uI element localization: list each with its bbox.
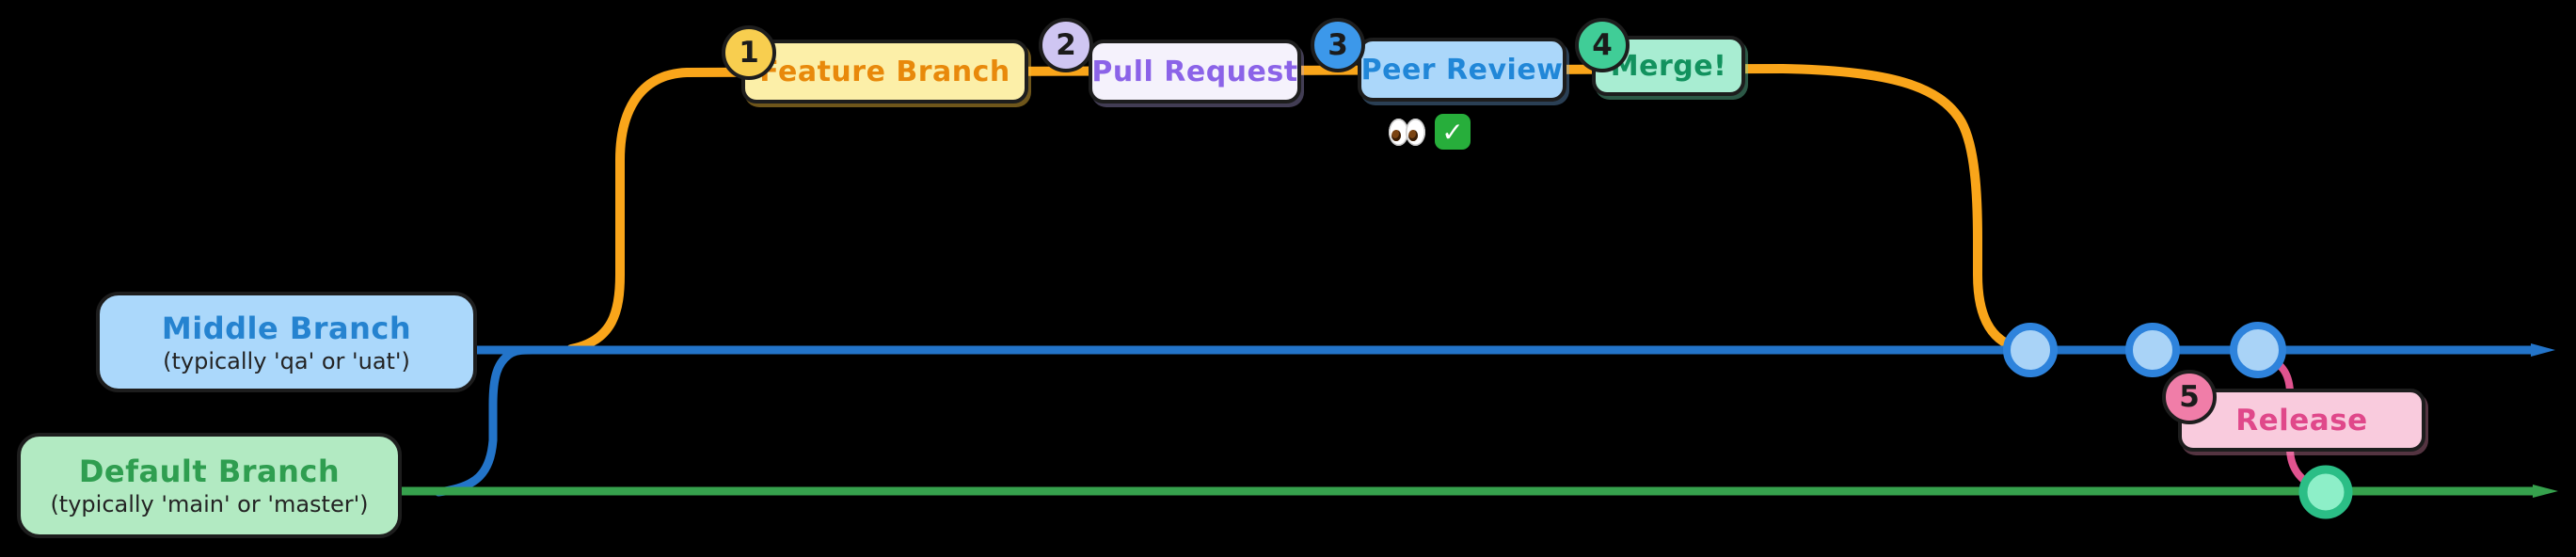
step-badge-4: 4 [1575,18,1630,72]
step-box-release: Release [2178,389,2425,452]
default-branch-line-tip [2533,485,2558,498]
release-commit-node [2298,465,2353,519]
pupil [1408,129,1418,141]
branch-title: Default Branch [78,454,341,489]
feature-branch-line [566,63,2027,354]
step-number: 1 [739,36,759,70]
step-badge-1: 1 [722,25,776,80]
step-label: Feature Branch [759,55,1010,88]
branch-title: Middle Branch [161,310,412,346]
step-label: Release [2235,403,2368,438]
check-glyph: ✓ [1441,116,1464,148]
step-box-peer-review: Peer Review [1358,38,1566,102]
middle-branch-label-box: Middle Branch (typically 'qa' or 'uat') [96,292,477,392]
step-box-merge: Merge! [1592,36,1745,96]
eye-left [1389,118,1408,146]
commit-node [2125,323,2180,377]
step-badge-2: 2 [1039,18,1093,72]
step-number: 3 [1328,28,1348,62]
step-label: Pull Request [1091,55,1298,88]
eyes-icon [1389,118,1425,146]
pupil [1391,129,1401,141]
step-box-feature-branch: Feature Branch [741,40,1028,103]
check-mark-icon: ✓ [1435,114,1471,150]
eye-right [1406,118,1425,146]
step-number: 4 [1592,28,1613,62]
step-box-pull-request: Pull Request [1089,40,1301,103]
branch-subtitle: (typically 'main' or 'master') [50,491,369,517]
step-label: Peer Review [1360,53,1564,87]
step-number: 5 [2179,380,2200,414]
step-badge-3: 3 [1311,18,1365,72]
branch-subtitle: (typically 'qa' or 'uat') [163,347,410,374]
peer-review-icons: ✓ [1389,111,1492,152]
commit-node [2003,323,2058,377]
commit-node [2230,322,2286,378]
step-number: 2 [1056,28,1076,62]
default-branch-label-box: Default Branch (typically 'main' or 'mas… [17,433,402,538]
middle-branch-line-tip [2531,343,2555,357]
step-label: Merge! [1610,49,1727,83]
step-badge-5: 5 [2162,370,2217,424]
